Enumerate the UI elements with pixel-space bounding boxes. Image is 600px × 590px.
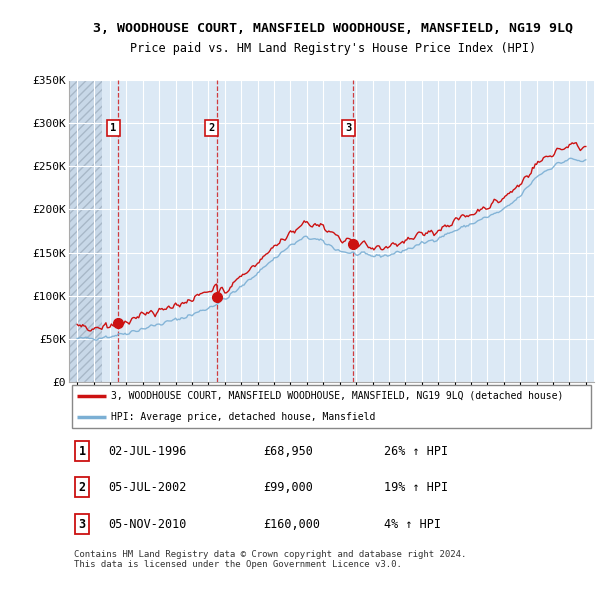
Text: £160,000: £160,000: [263, 517, 320, 530]
Text: Price paid vs. HM Land Registry's House Price Index (HPI): Price paid vs. HM Land Registry's House …: [130, 42, 536, 55]
Text: 26% ↑ HPI: 26% ↑ HPI: [384, 445, 448, 458]
Bar: [69, 80, 102, 382]
Text: 1: 1: [110, 123, 116, 133]
Text: HPI: Average price, detached house, Mansfield: HPI: Average price, detached house, Mans…: [111, 412, 376, 422]
Text: 3, WOODHOUSE COURT, MANSFIELD WOODHOUSE, MANSFIELD, NG19 9LQ: 3, WOODHOUSE COURT, MANSFIELD WOODHOUSE,…: [93, 22, 573, 35]
Text: 3: 3: [79, 517, 86, 530]
Text: £68,950: £68,950: [263, 445, 313, 458]
Text: 3, WOODHOUSE COURT, MANSFIELD WOODHOUSE, MANSFIELD, NG19 9LQ (detached house): 3, WOODHOUSE COURT, MANSFIELD WOODHOUSE,…: [111, 391, 563, 401]
Text: 3: 3: [345, 123, 352, 133]
Text: 05-NOV-2010: 05-NOV-2010: [109, 517, 187, 530]
Text: 1: 1: [79, 445, 86, 458]
Text: 4% ↑ HPI: 4% ↑ HPI: [384, 517, 441, 530]
Text: £99,000: £99,000: [263, 480, 313, 493]
Text: 19% ↑ HPI: 19% ↑ HPI: [384, 480, 448, 493]
Text: Contains HM Land Registry data © Crown copyright and database right 2024.
This d: Contains HM Land Registry data © Crown c…: [74, 550, 467, 569]
Text: 2: 2: [79, 480, 86, 493]
Text: 05-JUL-2002: 05-JUL-2002: [109, 480, 187, 493]
Text: 02-JUL-1996: 02-JUL-1996: [109, 445, 187, 458]
Text: 2: 2: [209, 123, 215, 133]
